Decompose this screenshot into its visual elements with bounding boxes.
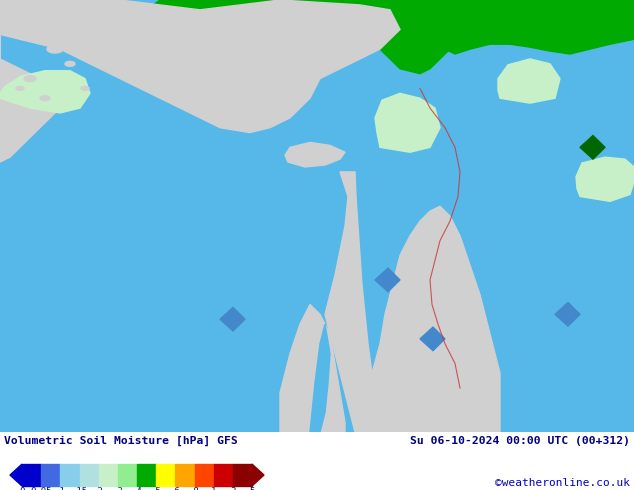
Polygon shape xyxy=(580,136,605,159)
Polygon shape xyxy=(280,304,345,432)
Bar xyxy=(79,464,99,486)
Bar xyxy=(60,464,79,486)
Polygon shape xyxy=(285,143,345,167)
Text: 5: 5 xyxy=(249,487,255,490)
Text: Su 06-10-2024 00:00 UTC (00+312): Su 06-10-2024 00:00 UTC (00+312) xyxy=(410,436,630,446)
Text: 3: 3 xyxy=(230,487,235,490)
Text: .6: .6 xyxy=(170,487,181,490)
Polygon shape xyxy=(420,327,445,351)
Text: .4: .4 xyxy=(132,487,143,490)
Polygon shape xyxy=(576,157,634,201)
Ellipse shape xyxy=(24,75,36,81)
Text: Volumetric Soil Moisture [hPa] GFS: Volumetric Soil Moisture [hPa] GFS xyxy=(4,436,238,446)
Polygon shape xyxy=(375,93,440,152)
Text: .3: .3 xyxy=(112,487,123,490)
Polygon shape xyxy=(252,464,264,486)
Ellipse shape xyxy=(81,86,89,90)
Text: 0.05: 0.05 xyxy=(30,487,52,490)
Text: .1: .1 xyxy=(55,487,66,490)
Polygon shape xyxy=(355,206,500,432)
Polygon shape xyxy=(0,0,400,133)
Polygon shape xyxy=(325,172,375,432)
Text: 0: 0 xyxy=(19,487,25,490)
Polygon shape xyxy=(555,302,580,326)
Polygon shape xyxy=(0,71,90,113)
Bar xyxy=(176,464,195,486)
Polygon shape xyxy=(10,464,22,486)
Text: .2: .2 xyxy=(93,487,104,490)
Text: ©weatheronline.co.uk: ©weatheronline.co.uk xyxy=(495,478,630,488)
Polygon shape xyxy=(140,0,634,74)
Polygon shape xyxy=(420,0,634,54)
Bar xyxy=(118,464,137,486)
Polygon shape xyxy=(220,307,245,331)
Polygon shape xyxy=(498,59,560,103)
Polygon shape xyxy=(0,0,70,162)
Bar xyxy=(22,464,41,486)
Bar xyxy=(137,464,156,486)
Polygon shape xyxy=(375,268,400,292)
Polygon shape xyxy=(310,324,330,432)
Bar xyxy=(233,464,252,486)
Bar xyxy=(99,464,118,486)
Ellipse shape xyxy=(40,96,50,100)
Text: 1: 1 xyxy=(211,487,216,490)
Ellipse shape xyxy=(47,45,63,53)
Bar xyxy=(156,464,176,486)
Text: .8: .8 xyxy=(189,487,200,490)
Bar xyxy=(214,464,233,486)
Text: .15: .15 xyxy=(72,487,87,490)
Ellipse shape xyxy=(16,86,24,90)
Ellipse shape xyxy=(65,61,75,66)
Text: .5: .5 xyxy=(151,487,162,490)
Bar xyxy=(195,464,214,486)
Bar xyxy=(41,464,60,486)
Ellipse shape xyxy=(59,26,71,32)
